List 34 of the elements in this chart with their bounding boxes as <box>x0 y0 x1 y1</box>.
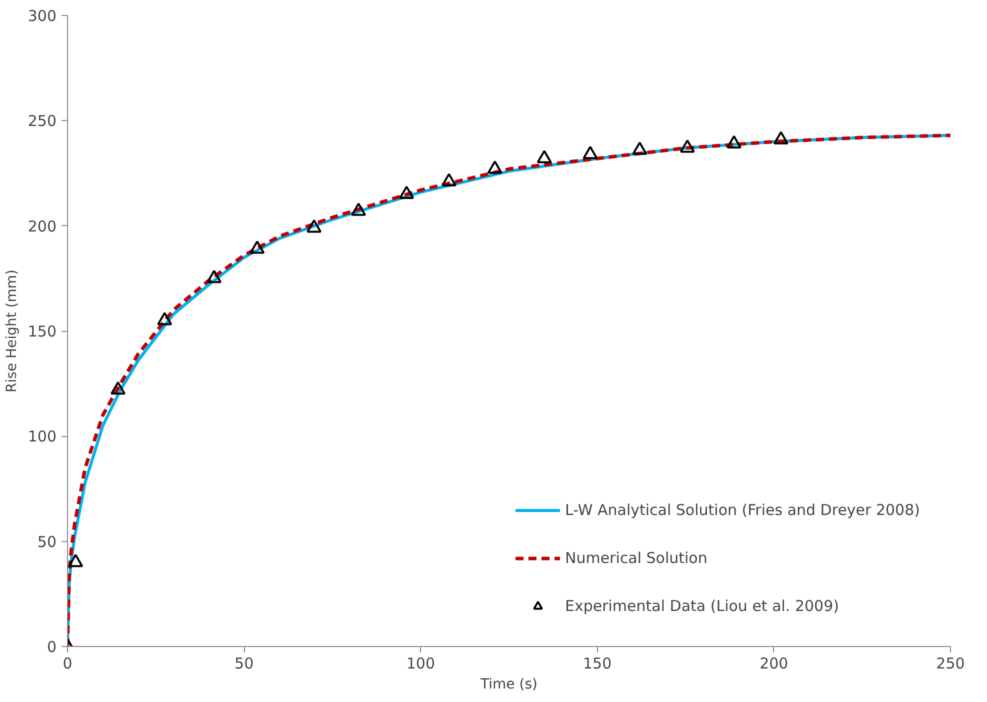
point <box>680 140 695 153</box>
y-tick-label: 250 <box>28 112 57 130</box>
x-tick-label: 250 <box>936 654 965 672</box>
point <box>157 312 172 326</box>
y-tick-label: 150 <box>28 322 57 340</box>
point <box>773 131 788 144</box>
x-tick-label: 0 <box>62 654 72 672</box>
point <box>399 186 414 200</box>
point <box>110 381 126 395</box>
point <box>351 202 366 216</box>
x-tick-label: 200 <box>760 654 788 672</box>
legend-label: Experimental Data (Liou et al. 2009) <box>564 597 839 615</box>
point <box>487 160 502 174</box>
legend-label: L-W Analytical Solution (Fries and Dreyer 2008) <box>564 501 920 519</box>
point <box>306 219 322 233</box>
point <box>206 270 222 284</box>
x-tick-label: 50 <box>234 654 254 672</box>
y-tick-label: 0 <box>46 638 57 656</box>
point <box>632 142 648 155</box>
y-tick-label: 100 <box>28 428 57 446</box>
y-tick-label: 50 <box>37 532 57 551</box>
y-axis-title: Rise Height (mm) <box>4 270 20 392</box>
x-tick-label: 150 <box>582 654 612 672</box>
legend-label: Numerical Solution <box>564 549 708 567</box>
point <box>441 173 456 186</box>
point <box>582 146 598 160</box>
point <box>250 240 265 254</box>
point <box>68 554 84 568</box>
x-tick-label: 100 <box>406 654 436 672</box>
point <box>726 135 742 149</box>
y-tick-label: 200 <box>28 217 57 236</box>
x-axis-title: Time (s) <box>480 676 538 692</box>
point <box>536 150 552 164</box>
y-tick-label: 300 <box>28 7 57 25</box>
